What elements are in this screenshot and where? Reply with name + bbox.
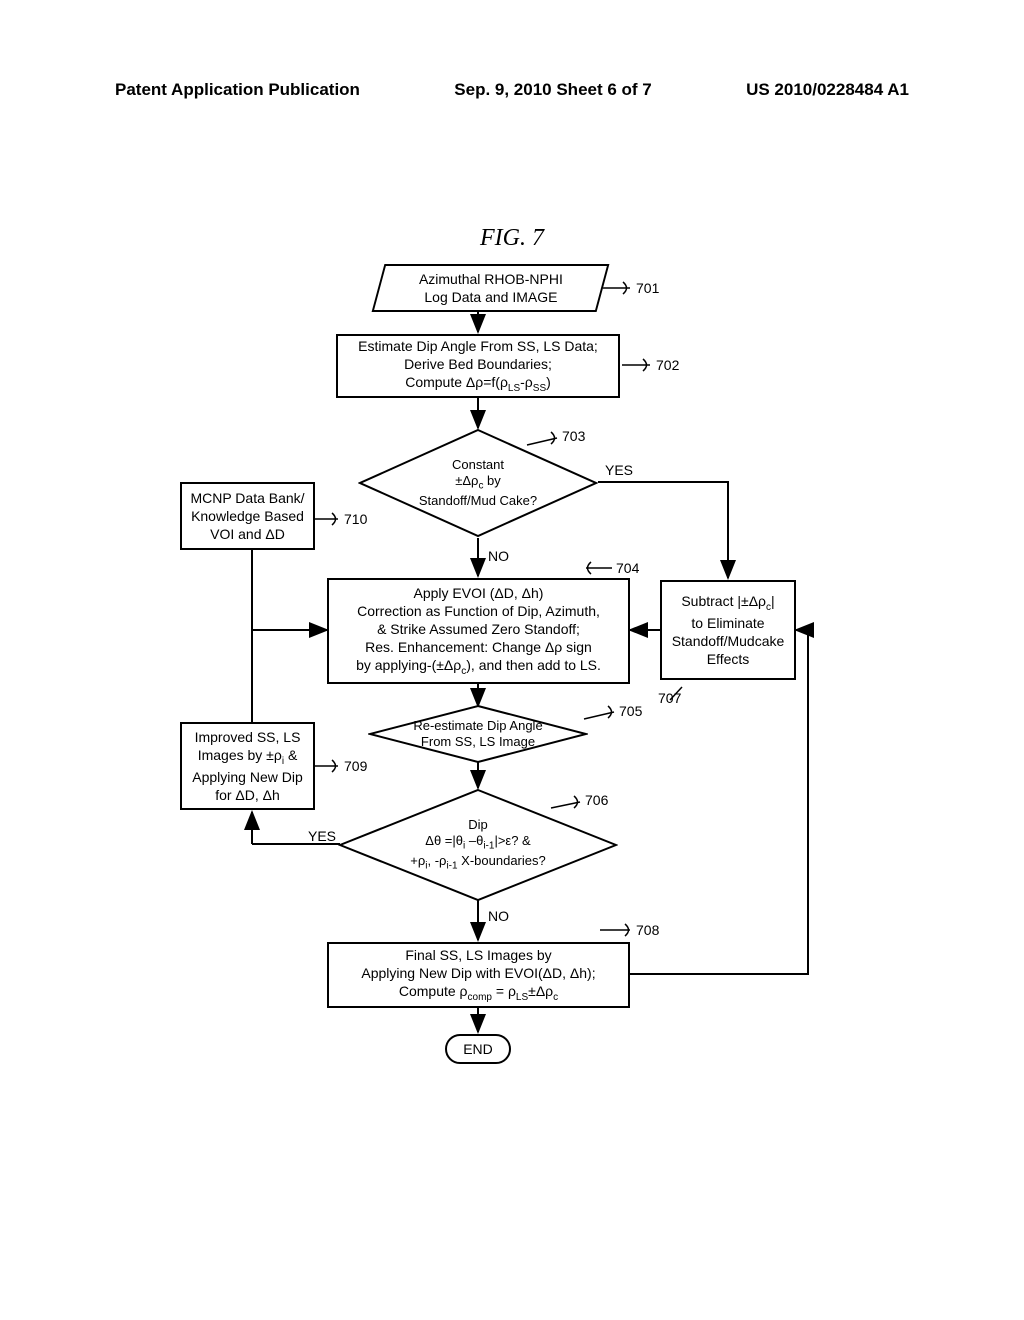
callout-705: 705 bbox=[619, 703, 642, 719]
callout-709: 709 bbox=[344, 758, 367, 774]
label-yes-703: YES bbox=[605, 462, 633, 478]
label-yes-706: YES bbox=[308, 828, 336, 844]
figure-title: FIG. 7 bbox=[0, 225, 1024, 252]
header-center: Sep. 9, 2010 Sheet 6 of 7 bbox=[454, 80, 651, 100]
callout-702: 702 bbox=[656, 357, 679, 373]
node-subtract: Subtract |±Δρc| to Eliminate Standoff/Mu… bbox=[660, 580, 796, 680]
flowchart: Azimuthal RHOB-NPHI Log Data and IMAGE E… bbox=[0, 260, 1024, 1320]
node-apply: Apply EVOI (ΔD, Δh) Correction as Functi… bbox=[327, 578, 630, 684]
callout-706: 706 bbox=[585, 792, 608, 808]
header-left: Patent Application Publication bbox=[115, 80, 360, 100]
header-right: US 2010/0228484 A1 bbox=[746, 80, 909, 100]
callout-710: 710 bbox=[344, 511, 367, 527]
node-estimate: Estimate Dip Angle From SS, LS Data; Der… bbox=[336, 334, 620, 398]
node-decision-706: Dip Δθ =|θi –θi-1|>ε? & +ρi, -ρi-1 X-bou… bbox=[338, 788, 618, 902]
callout-707: 707 bbox=[658, 690, 681, 706]
callout-704: 704 bbox=[616, 560, 639, 576]
node-mcnp: MCNP Data Bank/ Knowledge Based VOI and … bbox=[180, 482, 315, 550]
node-decision-703: Constant ±Δρc by Standoff/Mud Cake? bbox=[358, 428, 598, 538]
node-end: END bbox=[445, 1034, 511, 1064]
node-improved: Improved SS, LS Images by ±ρi & Applying… bbox=[180, 722, 315, 810]
callout-708: 708 bbox=[636, 922, 659, 938]
label-no-703: NO bbox=[488, 548, 509, 564]
callout-701: 701 bbox=[636, 280, 659, 296]
callout-703: 703 bbox=[562, 428, 585, 444]
node-reestimate: Re-estimate Dip Angle From SS, LS Image bbox=[368, 704, 588, 764]
label-no-706: NO bbox=[488, 908, 509, 924]
node-input: Azimuthal RHOB-NPHI Log Data and IMAGE bbox=[372, 264, 610, 312]
node-final: Final SS, LS Images by Applying New Dip … bbox=[327, 942, 630, 1008]
